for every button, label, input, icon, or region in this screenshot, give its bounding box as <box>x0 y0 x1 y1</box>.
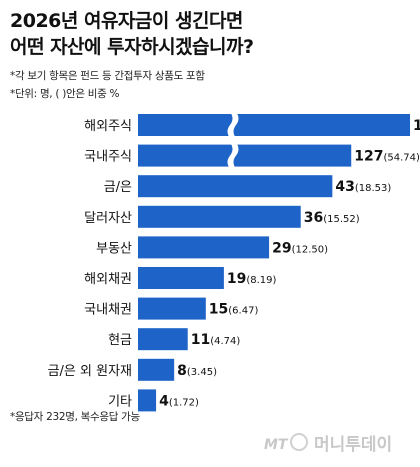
category-label-6: 해외채권 <box>84 272 132 287</box>
svg-text:MT: MT <box>264 437 289 453</box>
chart-title: 2026년 여유자금이 생긴다면 어떤 자산에 투자하시겠습니까? <box>10 8 254 60</box>
category-label-8: 현금 <box>108 333 132 348</box>
category-label-1: 해외주식 <box>84 119 132 134</box>
bar-8 <box>138 328 188 351</box>
category-label-10: 기타 <box>108 394 132 409</box>
category-label-4: 달러자산 <box>84 211 132 226</box>
value-label-4: 36(15.52) <box>304 210 360 226</box>
category-label-2: 국내주식 <box>84 150 132 165</box>
bar-7 <box>138 297 206 320</box>
bar-1 <box>138 114 410 136</box>
value-label-9: 8(3.45) <box>177 363 217 379</box>
svg-text:머니투데이: 머니투데이 <box>314 435 392 455</box>
title-line-2: 어떤 자산에 투자하시겠습니까? <box>10 36 254 58</box>
value-label-8: 11(4.74) <box>191 332 241 348</box>
note-unit: *단위: 명, ( )안은 비중 % <box>10 88 120 100</box>
bar-2 <box>138 144 352 167</box>
value-label-6: 19(8.19) <box>227 271 277 287</box>
bar-4 <box>138 205 301 228</box>
bar-9 <box>138 358 175 381</box>
footer-note: *응답자 232명, 복수응답 가능 <box>10 411 140 423</box>
value-label-10: 4(1.72) <box>159 393 199 409</box>
value-label-7: 15(6.47) <box>209 302 259 318</box>
note-scope: *각 보기 항목은 펀드 등 간접투자 상품도 포함 <box>10 70 205 82</box>
category-label-3: 금/은 <box>104 180 132 195</box>
category-label-7: 국내채권 <box>84 303 132 318</box>
bar-5 <box>138 236 270 259</box>
watermark-logo: MT 머니투데이 <box>264 433 392 455</box>
value-label-2: 127(54.74) <box>354 149 420 165</box>
bar-6 <box>138 267 224 289</box>
title-line-1: 2026년 여유자금이 생긴다면 <box>10 10 243 32</box>
value-label-1: 162(69.83) <box>413 118 420 134</box>
category-label-5: 부동산 <box>96 241 132 256</box>
category-label-9: 금/은 외 원자재 <box>48 364 132 379</box>
axis-break-1 <box>227 112 239 138</box>
value-label-3: 43(18.53) <box>335 179 391 195</box>
value-label-5: 29(12.50) <box>272 240 328 256</box>
axis-break-2 <box>227 142 239 169</box>
bar-10 <box>138 389 157 412</box>
bar-3 <box>138 175 333 198</box>
